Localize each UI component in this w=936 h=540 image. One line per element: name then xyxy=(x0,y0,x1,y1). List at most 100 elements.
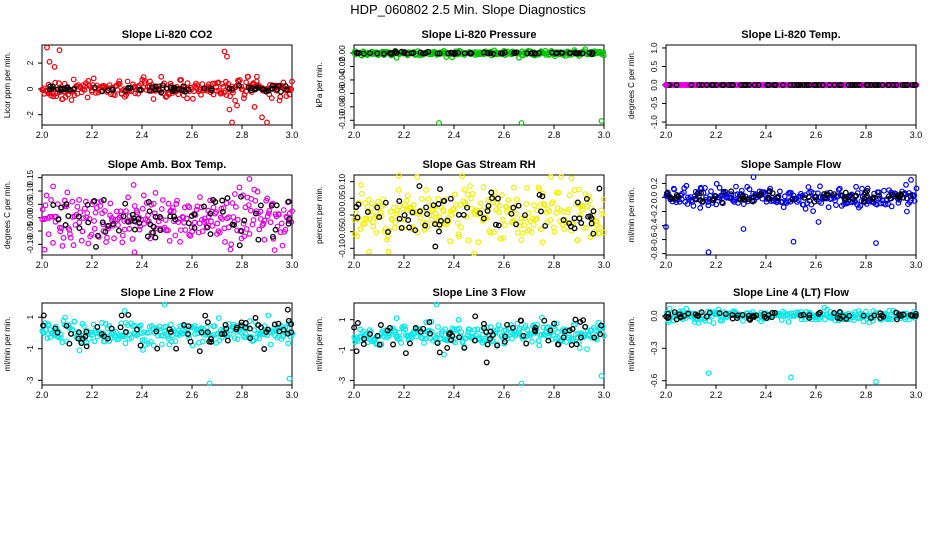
reference-point xyxy=(248,87,254,94)
data-point xyxy=(423,319,430,326)
y-tick-label: -1.0 xyxy=(650,115,659,129)
reference-point xyxy=(201,85,208,92)
x-tick-label: 2.2 xyxy=(86,260,99,270)
reference-point xyxy=(417,49,424,56)
x-tick-label: 2.0 xyxy=(660,260,673,270)
data-point xyxy=(231,191,238,197)
plot-frame xyxy=(41,44,293,126)
x-tick-label: 3.0 xyxy=(910,390,923,400)
reference-point xyxy=(495,222,502,229)
reference-point xyxy=(204,329,211,336)
data-point xyxy=(537,226,544,233)
reference-point xyxy=(235,82,242,89)
reference-point xyxy=(167,329,174,335)
reference-point xyxy=(806,312,813,319)
data-point xyxy=(141,80,148,86)
data-point xyxy=(261,236,268,243)
reference-point xyxy=(122,200,129,207)
y-axis-label: percent per min. xyxy=(315,186,324,244)
y-tick-label: 0.15 xyxy=(26,169,35,185)
data-point xyxy=(428,216,435,223)
reference-point xyxy=(562,328,568,335)
reference-point xyxy=(131,218,138,224)
reference-point xyxy=(673,195,679,202)
reference-point xyxy=(831,310,838,316)
reference-point xyxy=(716,310,723,317)
data-point xyxy=(218,89,225,96)
reference-point xyxy=(401,49,408,56)
reference-point xyxy=(706,309,713,316)
reference-point xyxy=(260,86,267,93)
reference-point xyxy=(396,198,403,205)
x-tick-label: 2.2 xyxy=(398,260,411,270)
data-point xyxy=(278,220,285,227)
data-point xyxy=(66,231,73,237)
reference-point xyxy=(464,204,470,211)
reference-point xyxy=(180,83,187,90)
data-point xyxy=(68,97,75,103)
reference-point xyxy=(152,234,159,241)
x-tick-label: 2.8 xyxy=(236,260,249,270)
data-point xyxy=(558,173,565,180)
reference-point xyxy=(144,233,151,240)
reference-point xyxy=(574,199,581,206)
reference-point xyxy=(50,202,57,208)
data-point xyxy=(268,329,275,336)
data-point xyxy=(785,319,792,325)
data-point xyxy=(53,93,60,99)
data-point xyxy=(189,95,196,102)
reference-point xyxy=(571,215,578,222)
y-tick-label: 1 xyxy=(338,317,347,322)
data-point xyxy=(168,338,175,345)
data-point xyxy=(241,233,248,240)
reference-point xyxy=(156,87,163,93)
y-tick-label: -0.04 xyxy=(338,70,347,89)
reference-point xyxy=(508,210,515,217)
data-point xyxy=(92,89,99,96)
reference-point xyxy=(187,338,194,345)
reference-point xyxy=(91,198,98,204)
y-axis-label: degrees C per min. xyxy=(3,181,12,249)
data-point xyxy=(530,222,537,228)
reference-point xyxy=(554,341,561,348)
reference-point xyxy=(572,316,579,323)
data-point xyxy=(158,73,165,80)
outlier-point xyxy=(568,175,575,182)
reference-point xyxy=(115,227,122,234)
reference-point xyxy=(582,323,589,330)
y-tick-label: -0.06 xyxy=(338,84,347,103)
data-point xyxy=(598,207,605,214)
data-point xyxy=(468,195,475,202)
reference-point xyxy=(863,82,870,88)
data-point xyxy=(91,225,98,232)
reference-point xyxy=(487,50,494,57)
data-point xyxy=(422,332,428,339)
reference-point xyxy=(185,220,192,227)
data-point xyxy=(384,236,391,243)
reference-point xyxy=(150,229,156,236)
data-point xyxy=(134,209,141,216)
data-point xyxy=(494,327,501,334)
data-point xyxy=(464,191,471,198)
x-tick-label: 2.8 xyxy=(236,130,249,140)
reference-point xyxy=(834,314,841,321)
x-tick-label: 2.0 xyxy=(660,130,673,140)
data-point xyxy=(521,215,528,222)
y-tick-label: 1 xyxy=(26,314,35,319)
data-point xyxy=(577,212,583,219)
y-axis-label: ml/min per min. xyxy=(315,317,324,372)
data-point xyxy=(137,322,144,329)
data-point xyxy=(584,346,590,353)
data-point xyxy=(565,206,572,213)
data-point xyxy=(780,204,787,211)
data-point xyxy=(500,216,506,223)
data-point xyxy=(81,86,88,93)
outlier-point xyxy=(51,63,58,70)
data-point xyxy=(39,216,46,223)
outlier-point xyxy=(815,219,822,225)
data-point xyxy=(178,76,185,83)
y-tick-label: -0.4 xyxy=(650,218,659,232)
data-point xyxy=(695,320,702,326)
reference-point xyxy=(417,208,423,215)
data-point xyxy=(492,189,499,196)
